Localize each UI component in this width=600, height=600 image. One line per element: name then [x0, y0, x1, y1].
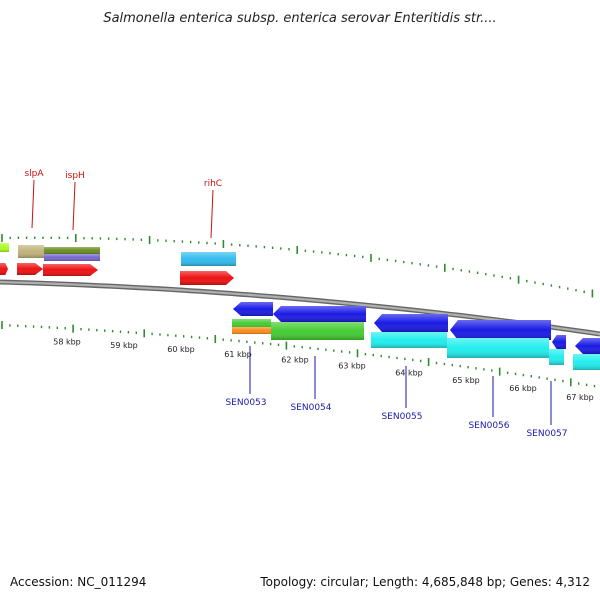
gene-feature-shade — [181, 252, 236, 266]
leader-ispH — [72, 181, 76, 231]
gene-feature-shade — [447, 338, 549, 358]
kbp-label: 58 kbp — [53, 337, 81, 346]
leader-rihC — [210, 189, 214, 239]
gene-feature-shade — [232, 319, 271, 328]
kbp-label: 59 kbp — [110, 341, 138, 350]
gene-feature-shade — [232, 327, 271, 334]
leader-slpA — [31, 179, 35, 229]
kbp-label: 66 kbp — [509, 384, 537, 393]
gene-feature-shade — [549, 349, 564, 365]
topology-summary: Topology: circular; Length: 4,685,848 bp… — [260, 575, 590, 589]
gene-feature-shade — [17, 263, 43, 275]
gene-feature-shade — [573, 354, 600, 370]
gene-feature-shade — [180, 271, 234, 285]
feature-layer — [0, 243, 600, 370]
gene-feature-shade — [374, 314, 448, 332]
accession-text: Accession: NC_011294 — [10, 575, 147, 589]
kbp-label: 65 kbp — [452, 376, 480, 385]
gene-label-ispH: ispH — [65, 171, 85, 181]
gene-feature-shade — [575, 338, 600, 354]
gene-feature-shade — [233, 302, 273, 316]
kbp-label: 67 kbp — [566, 393, 594, 402]
gene-label-SEN0056: SEN0056 — [468, 421, 509, 431]
label-layer: 58 kbp 59 kbp 60 kbp 61 kbp 62 kbp 63 kbp 64 k… — [24, 169, 593, 439]
gene-label-slpA: slpA — [24, 169, 44, 179]
gene-feature-shade — [273, 306, 366, 322]
kbp-label: 63 kbp — [338, 362, 366, 371]
inner-tick-ring — [1, 321, 596, 388]
gene-feature-shade — [0, 243, 9, 252]
gene-feature-shade — [271, 322, 364, 340]
label-leaders — [31, 179, 552, 425]
gene-feature-shade — [552, 335, 566, 349]
gene-label-SEN0054: SEN0054 — [290, 403, 331, 413]
map-title: Salmonella enterica subsp. enterica sero… — [103, 11, 497, 26]
gene-feature-shade — [43, 264, 98, 276]
outer-tick-ring — [1, 233, 594, 298]
gene-label-rihC: rihC — [204, 179, 222, 189]
gene-label-SEN0055: SEN0055 — [381, 412, 422, 422]
gene-feature-shade — [44, 254, 100, 261]
gene-feature-shade — [450, 320, 551, 340]
gene-feature-shade — [44, 247, 100, 254]
gene-feature-shade — [18, 245, 44, 258]
kbp-label: 62 kbp — [281, 355, 309, 364]
gene-label-SEN0053: SEN0053 — [225, 398, 266, 408]
kbp-label: 64 kbp — [395, 368, 423, 377]
gene-feature-shade — [0, 263, 8, 275]
kbp-label: 61 kbp — [224, 350, 252, 359]
gene-feature-shade — [371, 332, 447, 348]
kbp-label: 60 kbp — [167, 345, 195, 354]
gene-label-SEN0057: SEN0057 — [526, 429, 567, 439]
